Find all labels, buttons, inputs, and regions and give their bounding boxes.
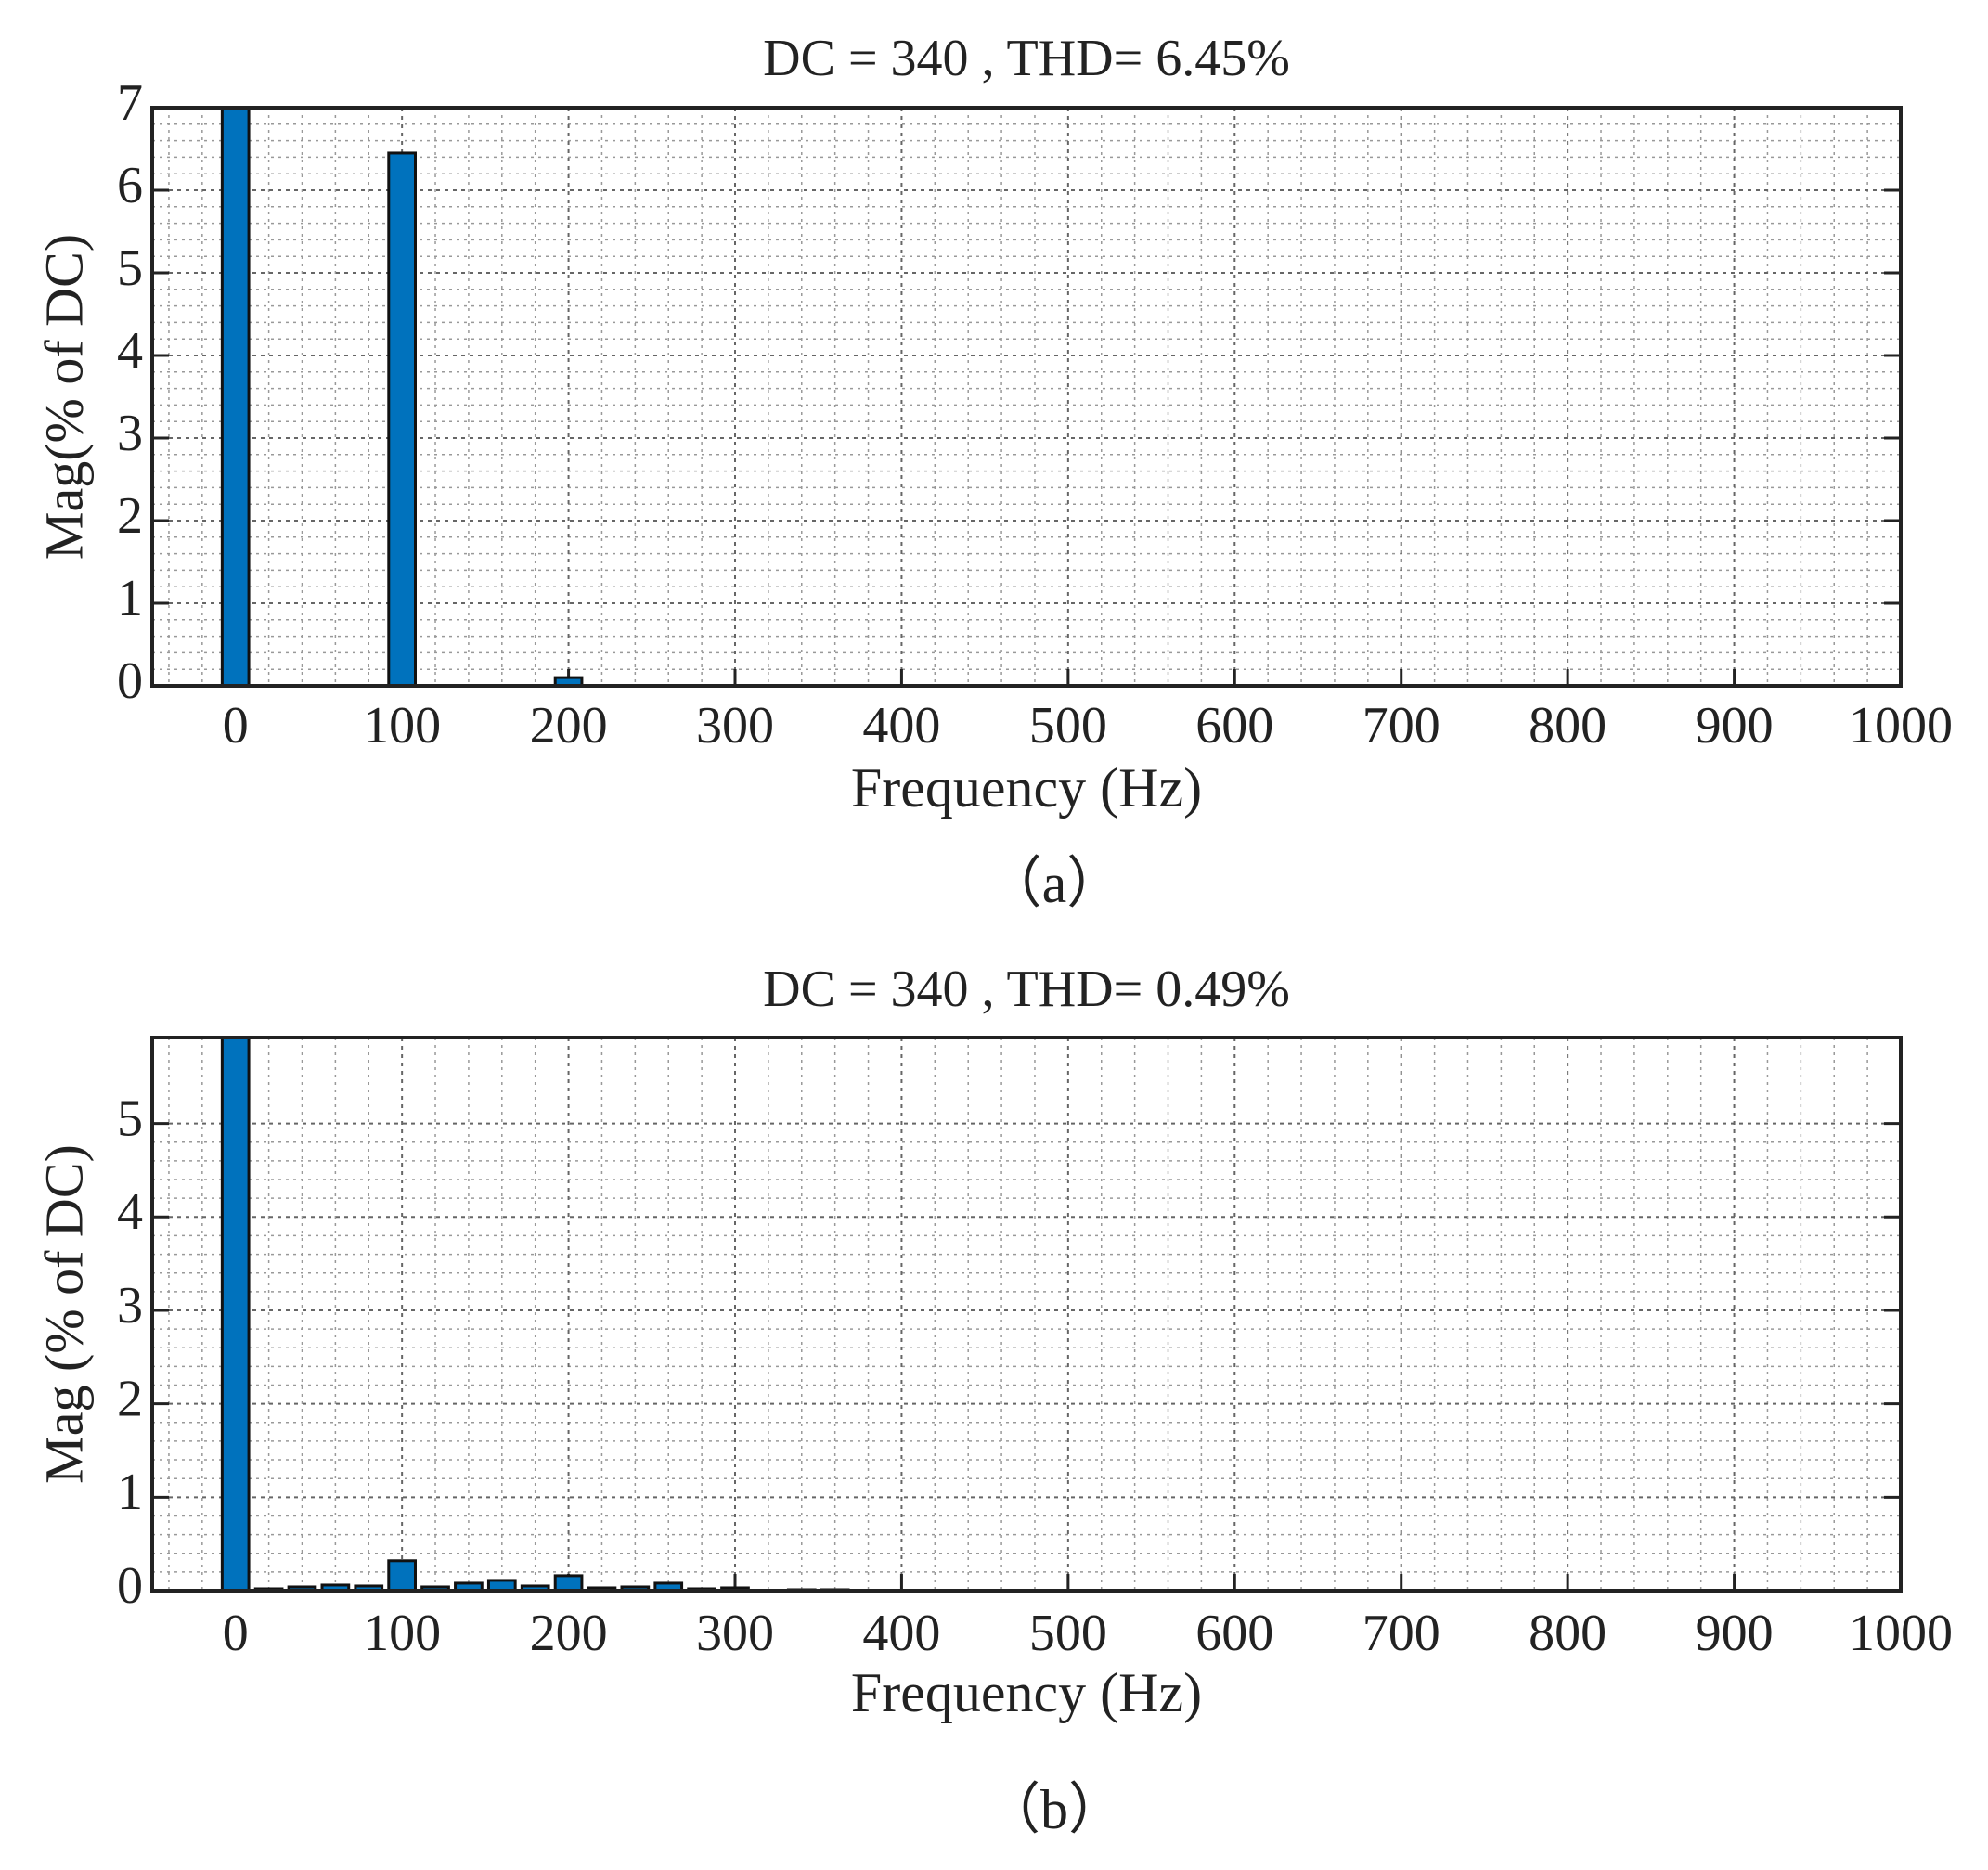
x-tick-label: 800 bbox=[1529, 1605, 1607, 1662]
plot-frame bbox=[150, 1036, 1903, 1593]
y-tick-label: 3 bbox=[117, 405, 143, 462]
bar bbox=[387, 151, 417, 686]
x-tick-label: 200 bbox=[530, 1605, 608, 1662]
y-tick-label: 3 bbox=[117, 1277, 143, 1335]
bar bbox=[553, 1574, 584, 1591]
x-tick-label: 800 bbox=[1529, 697, 1607, 754]
x-tick-label: 300 bbox=[696, 1605, 774, 1662]
bar bbox=[287, 1585, 317, 1591]
x-tick-label: 400 bbox=[862, 1605, 940, 1662]
chart: 0 100 200 300 400 500 600 700 800 900 1000 0 1 2 3 4 5 DC… bbox=[33, 961, 1953, 1840]
y-tick-label: 7 bbox=[117, 74, 143, 132]
chart-title: DC = 340 , THD= 6.45% bbox=[763, 30, 1290, 87]
y-axis-label: Mag(% of DC) bbox=[33, 234, 94, 560]
x-tick-label: 500 bbox=[1029, 697, 1107, 754]
y-axis-label: Mag (% of DC) bbox=[33, 1144, 94, 1484]
x-axis-label: Frequency (Hz) bbox=[851, 1662, 1202, 1723]
y-tick-label: 4 bbox=[117, 322, 143, 380]
bar bbox=[387, 1559, 417, 1591]
bar bbox=[420, 1585, 450, 1591]
x-tick-label: 900 bbox=[1696, 697, 1774, 754]
y-tick-label: 1 bbox=[117, 1464, 143, 1521]
x-tick-label: 600 bbox=[1195, 697, 1273, 754]
y-tick-label: 0 bbox=[117, 652, 143, 710]
y-tick-label: 5 bbox=[117, 1090, 143, 1147]
plot-frame bbox=[150, 106, 1903, 688]
chart: 0 100 200 300 400 500 600 700 800 900 1000 0 1 2 3 4 5 6 7… bbox=[33, 30, 1953, 914]
x-tick-label: 600 bbox=[1195, 1605, 1273, 1662]
y-tick-label: 2 bbox=[117, 1370, 143, 1427]
x-axis-label: Frequency (Hz) bbox=[851, 757, 1202, 819]
x-tick-label: 1000 bbox=[1849, 697, 1953, 754]
x-tick-label: 200 bbox=[530, 697, 608, 754]
y-tick-label: 6 bbox=[117, 157, 143, 214]
bar bbox=[620, 1585, 651, 1591]
x-tick-label: 0 bbox=[223, 697, 249, 754]
y-tick-label: 0 bbox=[117, 1557, 143, 1615]
x-tick-label: 900 bbox=[1696, 1605, 1774, 1662]
x-tick-label: 100 bbox=[363, 697, 441, 754]
bars bbox=[220, 1038, 850, 1591]
x-tick-label: 300 bbox=[696, 697, 774, 754]
y-tick-label: 2 bbox=[117, 487, 143, 545]
bars bbox=[220, 108, 584, 686]
x-tick-label: 1000 bbox=[1849, 1605, 1953, 1662]
y-tick-label: 4 bbox=[117, 1183, 143, 1241]
y-tick-label: 1 bbox=[117, 570, 143, 627]
x-tick-label: 700 bbox=[1362, 1605, 1440, 1662]
chart-title: DC = 340 , THD= 0.49% bbox=[763, 961, 1290, 1018]
bar bbox=[320, 1583, 351, 1591]
x-tick-label: 700 bbox=[1362, 697, 1440, 754]
x-tick-label: 0 bbox=[223, 1605, 249, 1662]
caption: （b） bbox=[985, 1779, 1124, 1840]
bar bbox=[220, 1038, 251, 1591]
x-tick-label: 100 bbox=[363, 1605, 441, 1662]
y-tick-label: 5 bbox=[117, 239, 143, 297]
caption: （a） bbox=[987, 853, 1123, 914]
x-tick-label: 500 bbox=[1029, 1605, 1107, 1662]
x-tick-label: 400 bbox=[862, 697, 940, 754]
bar bbox=[220, 108, 251, 686]
